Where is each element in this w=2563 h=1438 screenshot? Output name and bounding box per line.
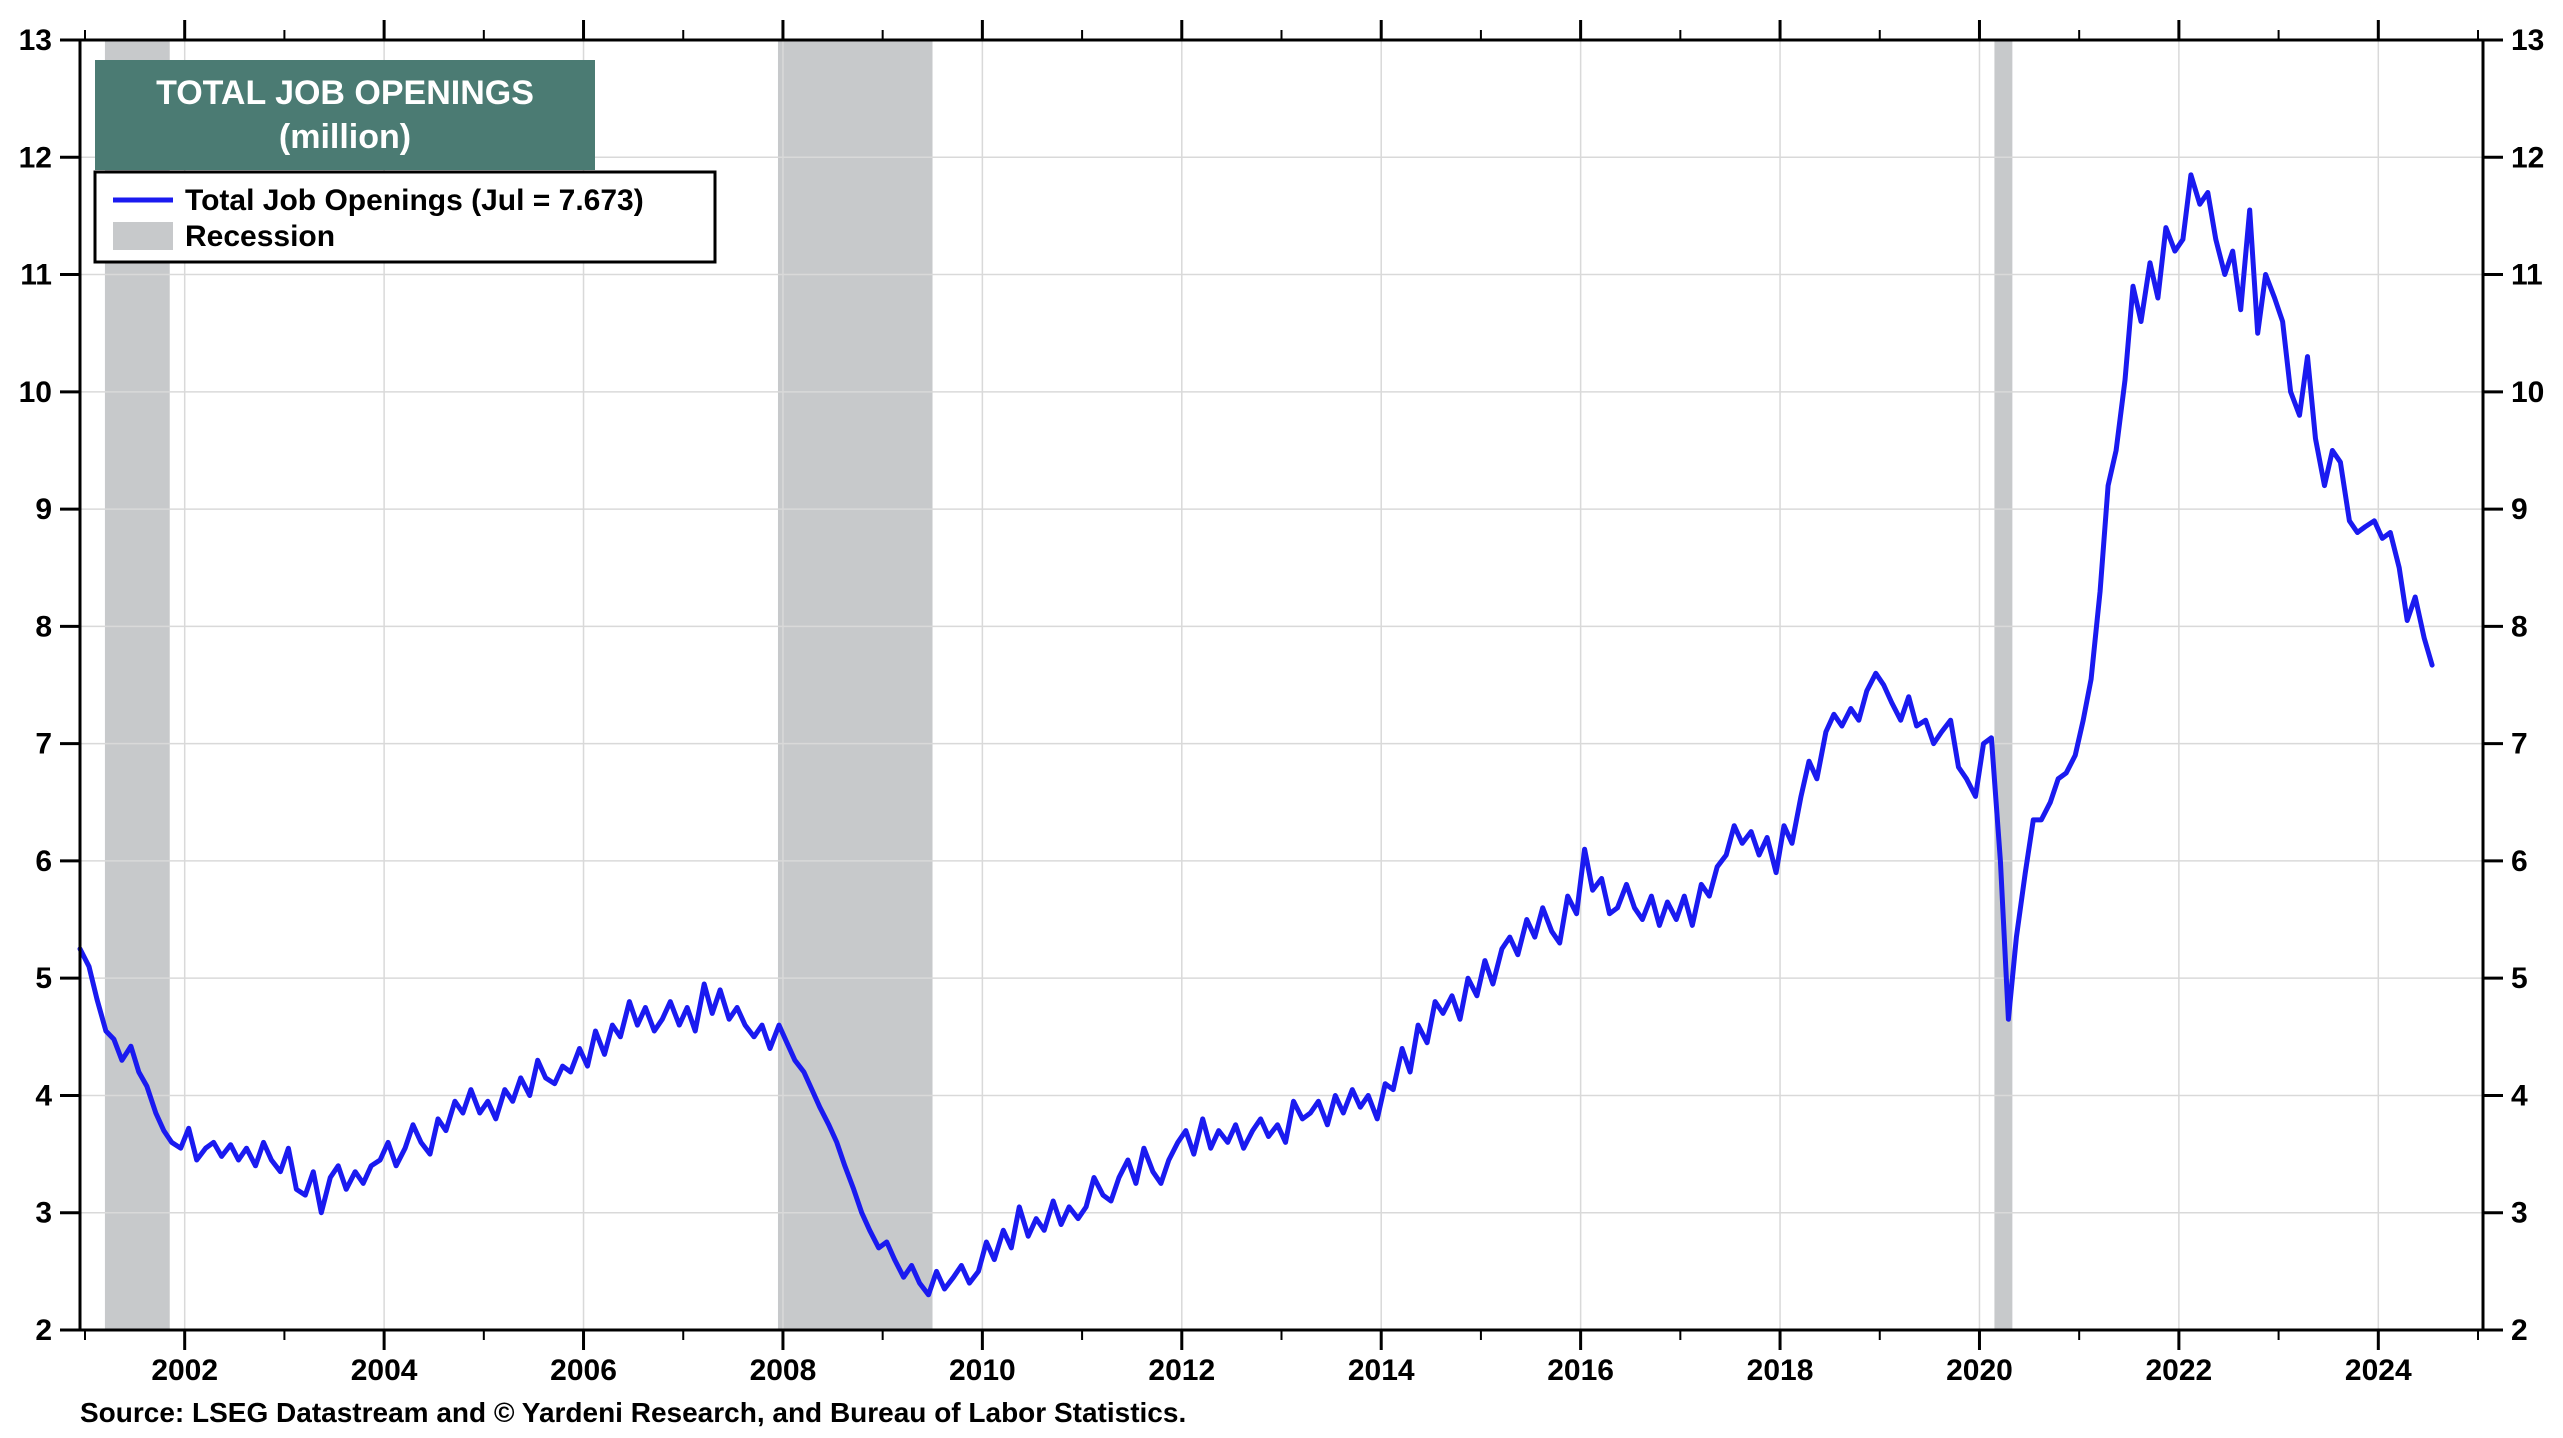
y-tick-label: 10 xyxy=(2511,376,2544,409)
x-tick-label: 2020 xyxy=(1946,1354,2013,1387)
y-tick-label: 9 xyxy=(2511,493,2528,526)
x-tick-label: 2014 xyxy=(1348,1354,1415,1387)
y-tick-label: 10 xyxy=(19,376,52,409)
x-tick-label: 2012 xyxy=(1148,1354,1215,1387)
x-tick-label: 2024 xyxy=(2345,1354,2412,1387)
x-tick-label: 2018 xyxy=(1747,1354,1814,1387)
y-tick-label: 4 xyxy=(2511,1079,2528,1112)
source-text: Source: LSEG Datastream and © Yardeni Re… xyxy=(80,1397,1186,1428)
legend-recession-swatch xyxy=(113,222,173,250)
y-tick-label: 4 xyxy=(35,1079,52,1112)
x-tick-label: 2016 xyxy=(1547,1354,1614,1387)
y-tick-label: 2 xyxy=(35,1314,52,1347)
x-tick-label: 2022 xyxy=(2146,1354,2213,1387)
y-tick-label: 7 xyxy=(2511,728,2528,761)
x-tick-label: 2008 xyxy=(750,1354,817,1387)
chart-title: TOTAL JOB OPENINGS xyxy=(156,74,534,112)
y-tick-label: 2 xyxy=(2511,1314,2528,1347)
chart-svg: 2 2 3 3 4 4 5 5 6 6 7 7 8 8 9 9 10 10 11 11 12 12 13 13 2002 2004… xyxy=(0,0,2563,1438)
y-tick-label: 6 xyxy=(35,845,52,878)
y-tick-label: 13 xyxy=(2511,24,2544,57)
y-tick-label: 12 xyxy=(19,141,52,174)
y-tick-label: 3 xyxy=(35,1197,52,1230)
y-tick-label: 9 xyxy=(35,493,52,526)
chart-subtitle: (million) xyxy=(279,118,411,156)
x-tick-label: 2006 xyxy=(550,1354,617,1387)
y-tick-label: 8 xyxy=(2511,610,2528,643)
y-tick-label: 12 xyxy=(2511,141,2544,174)
y-tick-label: 6 xyxy=(2511,845,2528,878)
y-tick-label: 11 xyxy=(20,259,52,292)
y-tick-label: 7 xyxy=(35,728,52,761)
recession-band xyxy=(778,40,933,1330)
y-tick-label: 13 xyxy=(19,24,52,57)
legend-line-label: Total Job Openings (Jul = 7.673) xyxy=(185,184,644,217)
y-tick-label: 11 xyxy=(2511,259,2543,292)
x-tick-label: 2010 xyxy=(949,1354,1016,1387)
legend-recession-label: Recession xyxy=(185,220,335,253)
y-tick-label: 5 xyxy=(35,962,52,995)
y-tick-label: 8 xyxy=(35,610,52,643)
x-tick-label: 2004 xyxy=(351,1354,418,1387)
y-tick-label: 5 xyxy=(2511,962,2528,995)
chart-container: { "chart": { "type": "line", "title_line… xyxy=(0,0,2563,1438)
y-tick-label: 3 xyxy=(2511,1197,2528,1230)
x-tick-label: 2002 xyxy=(151,1354,218,1387)
recession-band xyxy=(1994,40,2012,1330)
